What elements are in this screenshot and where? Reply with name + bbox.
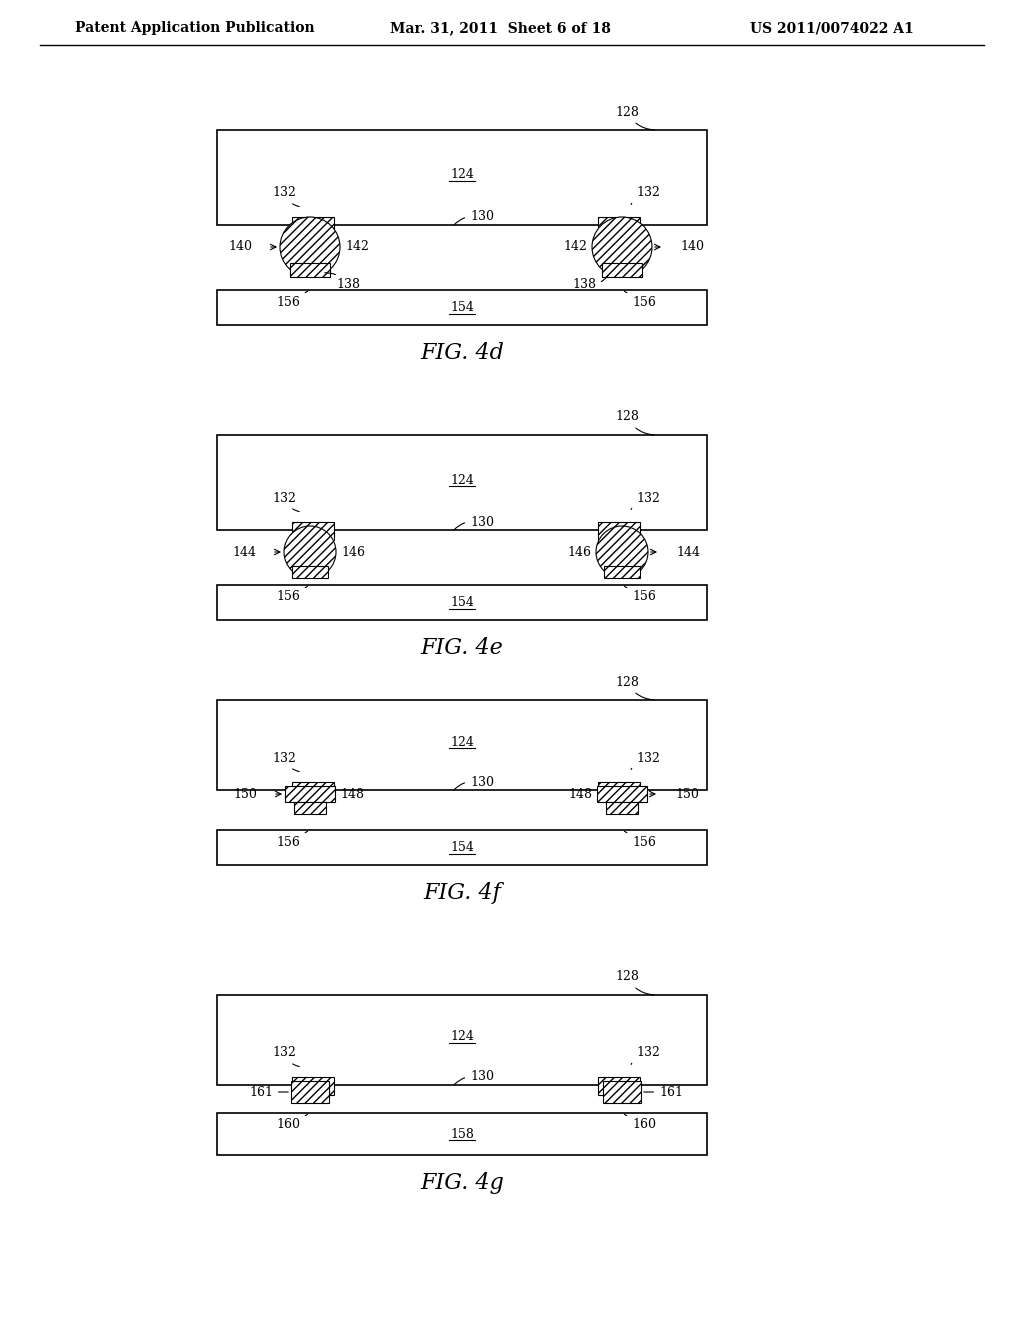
Text: 148: 148	[568, 788, 592, 800]
Text: Mar. 31, 2011  Sheet 6 of 18: Mar. 31, 2011 Sheet 6 of 18	[390, 21, 611, 36]
Text: US 2011/0074022 A1: US 2011/0074022 A1	[750, 21, 913, 36]
Text: FIG. 4e: FIG. 4e	[421, 638, 504, 659]
Circle shape	[592, 216, 652, 277]
Text: 150: 150	[233, 788, 257, 800]
Text: 156: 156	[276, 586, 307, 603]
Bar	[597, 785, 647, 803]
Bar	[217, 585, 707, 620]
Text: 124: 124	[451, 474, 474, 487]
Text: 156: 156	[625, 832, 656, 849]
Text: 128: 128	[615, 970, 654, 995]
Text: 132: 132	[631, 491, 659, 510]
Text: 158: 158	[451, 1127, 474, 1140]
Text: 132: 132	[272, 751, 299, 771]
Bar	[292, 216, 334, 235]
Text: 156: 156	[276, 832, 307, 849]
Text: 161: 161	[644, 1085, 683, 1098]
Text: 146: 146	[341, 545, 365, 558]
Text: 156: 156	[625, 292, 656, 309]
Text: 124: 124	[451, 1031, 474, 1044]
Text: 128: 128	[615, 676, 654, 700]
Text: 146: 146	[567, 545, 591, 558]
Text: 130: 130	[454, 1071, 494, 1085]
Text: 138: 138	[572, 276, 608, 292]
Bar	[292, 521, 334, 540]
Bar	[604, 566, 640, 578]
Text: 132: 132	[631, 1047, 659, 1064]
Bar	[602, 263, 642, 277]
Text: 154: 154	[451, 841, 474, 854]
Bar	[603, 1081, 641, 1104]
Text: 140: 140	[680, 240, 705, 253]
Bar	[291, 1081, 329, 1104]
Bar	[217, 700, 707, 789]
Text: 128: 128	[615, 106, 654, 129]
Text: 124: 124	[451, 169, 474, 181]
Text: Patent Application Publication: Patent Application Publication	[75, 21, 314, 36]
Text: 130: 130	[454, 776, 494, 789]
Bar	[217, 290, 707, 325]
Bar	[598, 781, 640, 800]
Text: 156: 156	[276, 292, 307, 309]
Bar	[217, 995, 707, 1085]
Bar	[598, 216, 640, 235]
Bar	[292, 781, 334, 800]
Bar	[292, 1077, 334, 1096]
Bar	[217, 830, 707, 865]
Text: 130: 130	[454, 210, 494, 224]
Bar	[294, 803, 326, 814]
Bar	[217, 1113, 707, 1155]
Text: FIG. 4g: FIG. 4g	[420, 1172, 504, 1195]
Bar	[598, 521, 640, 540]
Text: 132: 132	[631, 751, 659, 770]
Text: 156: 156	[625, 586, 656, 603]
Text: 161: 161	[249, 1085, 288, 1098]
Text: 148: 148	[340, 788, 364, 800]
Circle shape	[596, 525, 648, 578]
Bar	[292, 566, 328, 578]
Text: 140: 140	[228, 240, 252, 253]
Bar	[598, 1077, 640, 1096]
Text: 132: 132	[272, 491, 299, 512]
Text: 138: 138	[325, 273, 360, 292]
Text: 132: 132	[272, 186, 299, 206]
Bar	[217, 129, 707, 224]
Bar	[217, 436, 707, 531]
Bar	[290, 263, 330, 277]
Circle shape	[280, 216, 340, 277]
Text: 132: 132	[272, 1047, 299, 1067]
Text: 124: 124	[451, 735, 474, 748]
Text: 150: 150	[675, 788, 698, 800]
Bar	[606, 803, 638, 814]
Text: 142: 142	[345, 240, 369, 253]
Text: 154: 154	[451, 597, 474, 609]
Text: 144: 144	[676, 545, 700, 558]
Text: 128: 128	[615, 411, 654, 434]
Text: FIG. 4f: FIG. 4f	[423, 882, 501, 904]
Text: 142: 142	[563, 240, 587, 253]
Text: 154: 154	[451, 301, 474, 314]
Circle shape	[284, 525, 336, 578]
Text: 130: 130	[454, 516, 494, 529]
Bar	[285, 785, 335, 803]
Text: 160: 160	[625, 1114, 656, 1131]
Text: FIG. 4d: FIG. 4d	[420, 342, 504, 364]
Text: 144: 144	[232, 545, 256, 558]
Text: 132: 132	[631, 186, 659, 205]
Text: 160: 160	[276, 1114, 307, 1131]
